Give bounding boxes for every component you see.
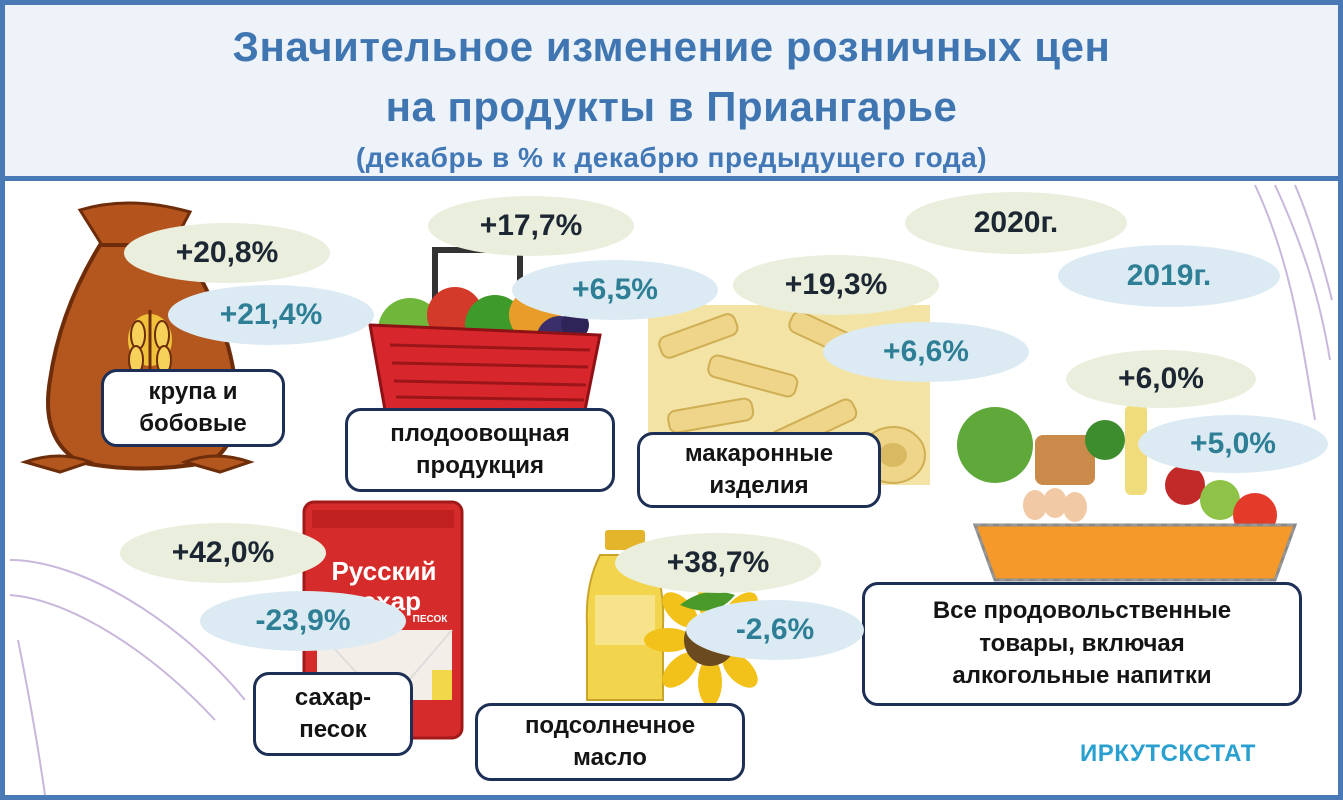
all-food-label: Все продовольственные товары, включая ал… <box>862 582 1302 706</box>
oil-2019-pill: -2,6% <box>686 600 864 660</box>
groats-2020-value: +20,8% <box>175 236 279 269</box>
sugar-2019-pill: -23,9% <box>200 591 406 651</box>
fruit-veg-2020-pill: +17,7% <box>428 196 634 256</box>
all-food-2019-value: +5,0% <box>1190 427 1276 460</box>
legend-2019-label: 2019г. <box>1126 259 1212 292</box>
sugar-label-text: сахар- песок <box>294 683 372 743</box>
page-subtitle: (декабрь в % к декабрю предыдущего года) <box>355 142 988 173</box>
all-food-2019-pill: +5,0% <box>1138 415 1328 473</box>
fruit-veg-label: плодоовощная продукция <box>345 408 615 492</box>
oil-2020-pill: +38,7% <box>615 533 821 593</box>
legend-2020-label: 2020г. <box>973 206 1059 239</box>
oil-label-text: подсолнечное масло <box>524 711 696 771</box>
sugar-pack-brand-line-3: ПЕСОК <box>413 614 449 625</box>
groats-2020-pill: +20,8% <box>124 223 330 283</box>
sugar-pack-brand-line-1: Русский <box>331 556 436 586</box>
oil-2020-value: +38,7% <box>666 546 770 579</box>
pasta-2019-pill: +6,6% <box>823 322 1029 382</box>
groats-2019-value: +21,4% <box>219 298 323 331</box>
title-band: Значительное изменение розничных цен на … <box>5 5 1338 181</box>
all-food-2020-pill: +6,0% <box>1066 350 1256 408</box>
all-food-label-text: Все продовольственные товары, включая ал… <box>932 597 1232 690</box>
page-title-line-1: Значительное изменение розничных цен <box>232 23 1111 70</box>
all-food-2020-value: +6,0% <box>1118 362 1204 395</box>
oil-label: подсолнечное масло <box>475 703 745 781</box>
groats-2019-pill: +21,4% <box>168 285 374 345</box>
page-title-line-2: на продукты в Приангарье <box>385 83 958 130</box>
legend-2019-pill: 2019г. <box>1058 245 1280 307</box>
sugar-2020-value: +42,0% <box>171 536 275 569</box>
pasta-label: макаронные изделия <box>637 432 881 508</box>
oil-2019-value: -2,6% <box>735 613 815 646</box>
legend-2020-pill: 2020г. <box>905 192 1127 254</box>
fruit-veg-label-text: плодоовощная продукция <box>390 419 570 479</box>
grocery-basket-illustration <box>957 405 1298 582</box>
pasta-2019-value: +6,6% <box>883 335 969 368</box>
fruit-veg-2020-value: +17,7% <box>479 209 583 242</box>
sugar-label: сахар- песок <box>253 672 413 756</box>
pasta-label-text: макаронные изделия <box>684 439 834 499</box>
fruit-veg-2019-pill: +6,5% <box>512 260 718 320</box>
pasta-2020-value: +19,3% <box>784 268 888 301</box>
source-logo: ИРКУТСКСТАТ <box>1080 740 1256 767</box>
pasta-2020-pill: +19,3% <box>733 255 939 315</box>
groats-label: крупа и бобовые <box>101 369 285 447</box>
sugar-2019-value: -23,9% <box>255 604 351 637</box>
fruit-veg-2019-value: +6,5% <box>572 273 658 306</box>
groats-label-text: крупа и бобовые <box>139 377 247 437</box>
sugar-2020-pill: +42,0% <box>120 523 326 583</box>
